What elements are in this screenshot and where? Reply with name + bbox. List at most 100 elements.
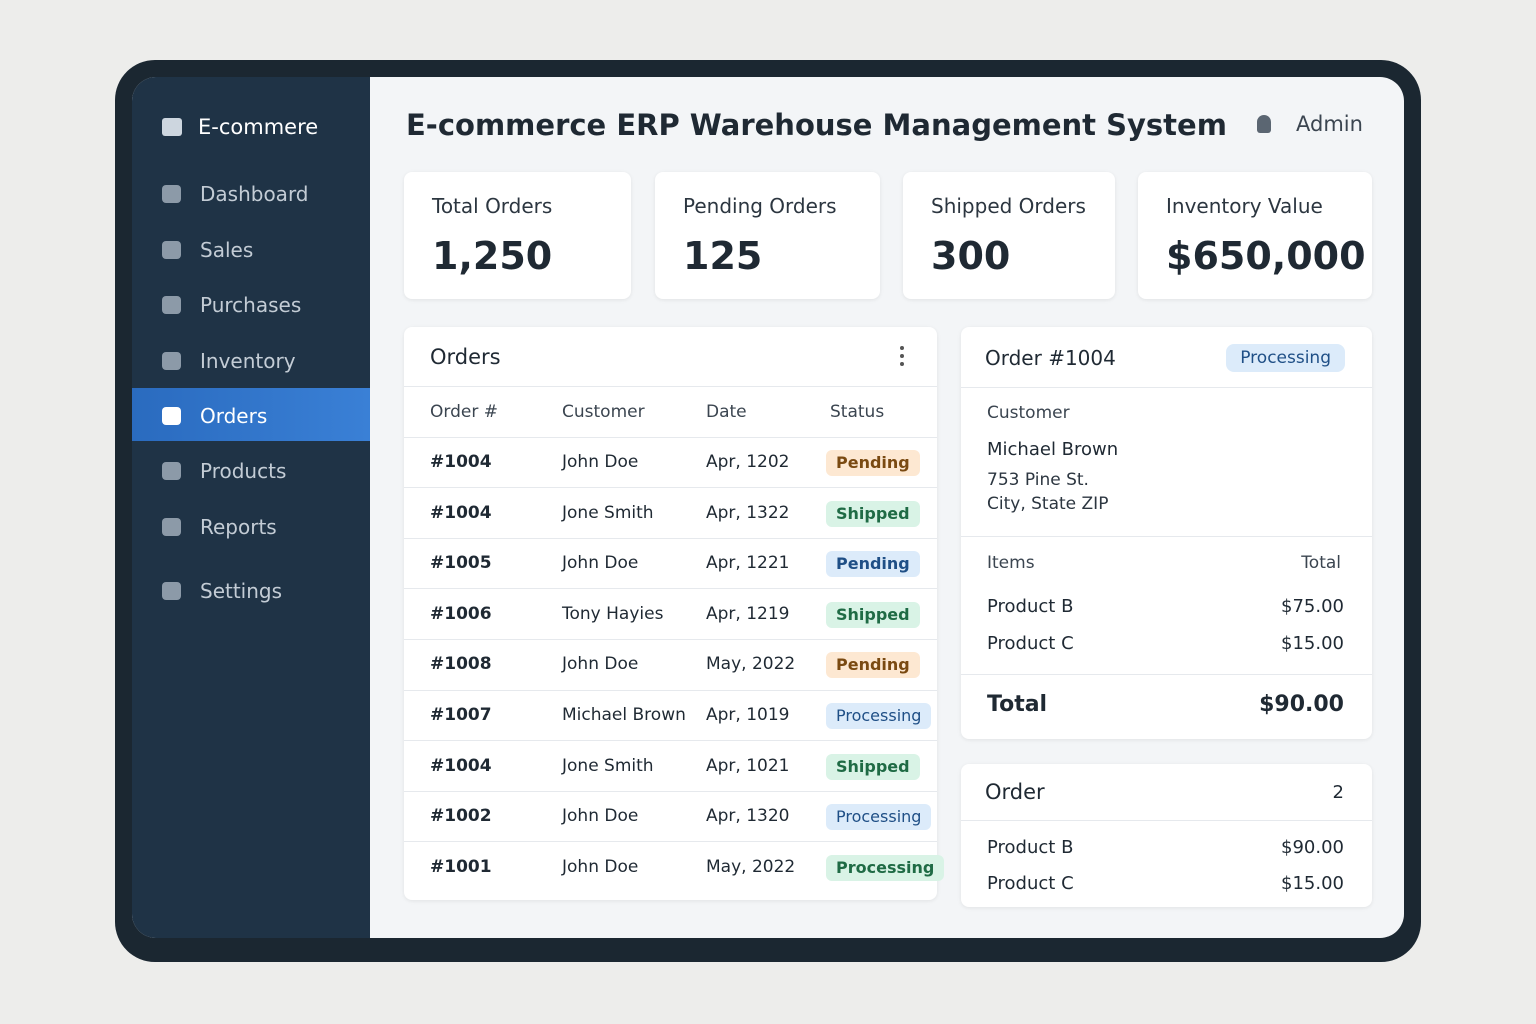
item-name: Product B xyxy=(987,595,1074,617)
order-id: #1004 xyxy=(430,755,492,776)
user-icon xyxy=(1257,115,1271,133)
nav-icon xyxy=(162,462,181,480)
status-badge: Processing xyxy=(826,804,932,831)
table-cell: Apr, 1202 xyxy=(706,452,790,472)
address-line: City, State ZIP xyxy=(987,494,1109,514)
label: Customer xyxy=(987,403,1070,423)
order-title: Order xyxy=(985,779,1045,804)
order-id: #1008 xyxy=(430,654,492,675)
table-cell: Apr, 1219 xyxy=(706,603,790,624)
stat-card xyxy=(655,172,880,299)
status-badge: Shipped xyxy=(826,601,920,628)
label: Total xyxy=(1301,553,1341,573)
table-cell: Jone Smith xyxy=(562,755,654,776)
table-cell: John Doe xyxy=(562,654,639,675)
orders-title: Orders xyxy=(430,344,501,369)
nav-icon xyxy=(162,296,181,314)
order-id: #1007 xyxy=(430,705,492,725)
total-label: Total xyxy=(987,691,1048,717)
dot xyxy=(900,346,904,350)
sidebar xyxy=(132,77,370,938)
table-cell: Michael Brown xyxy=(562,705,686,725)
brand-icon xyxy=(162,118,182,136)
table-cell: Tony Hayies xyxy=(562,603,664,624)
table-cell: Apr, 1221 xyxy=(706,553,790,574)
nav-icon xyxy=(162,352,181,370)
row-divider xyxy=(404,487,937,489)
status-badge: Processing xyxy=(826,703,932,729)
dot xyxy=(900,362,904,366)
nav-item[interactable]: Reports xyxy=(200,515,277,539)
nav-item[interactable]: Products xyxy=(200,459,287,483)
item-name: Product C xyxy=(987,872,1074,894)
item-price: $15.00 xyxy=(1281,632,1344,654)
order-detail-card xyxy=(961,327,1372,739)
stat-label: Inventory Value xyxy=(1166,194,1323,218)
customer-name: Michael Brown xyxy=(987,438,1119,460)
detail-title: Order #1004 xyxy=(985,346,1116,370)
row-divider xyxy=(404,537,937,539)
status-badge: Shipped xyxy=(826,500,920,527)
item-price: $15.00 xyxy=(1281,872,1344,894)
user-name[interactable]: Admin xyxy=(1296,111,1363,136)
status-badge: Pending xyxy=(826,652,920,679)
column-header: Customer xyxy=(562,402,645,422)
table-cell: Apr, 1322 xyxy=(706,502,790,523)
stat-value: 125 xyxy=(683,233,763,278)
row-divider xyxy=(404,689,937,691)
order-id: #1004 xyxy=(430,502,492,523)
total-value: $90.00 xyxy=(1259,691,1344,717)
nav-item[interactable]: Settings xyxy=(200,579,283,603)
divider xyxy=(961,674,1372,675)
nav-item[interactable]: Purchases xyxy=(200,293,302,317)
nav-item[interactable]: Orders xyxy=(200,404,268,428)
address-line: 753 Pine St. xyxy=(987,470,1089,490)
stat-label: Shipped Orders xyxy=(931,194,1086,218)
nav-icon xyxy=(162,185,181,203)
stat-card xyxy=(404,172,631,299)
nav-item[interactable]: Sales xyxy=(200,238,254,262)
row-divider xyxy=(404,790,937,792)
nav-item[interactable]: Inventory xyxy=(200,349,296,373)
nav-icon xyxy=(162,518,181,536)
divider xyxy=(404,386,937,387)
divider xyxy=(961,536,1372,537)
order-id: #1002 xyxy=(430,806,492,827)
status-badge: Processing xyxy=(826,854,945,881)
table-cell: May, 2022 xyxy=(706,654,796,675)
status-badge: Pending xyxy=(826,551,920,578)
item-price: $90.00 xyxy=(1281,836,1344,858)
column-header: Date xyxy=(706,402,747,422)
status-badge: Shipped xyxy=(826,753,920,780)
stat-value: 300 xyxy=(931,233,1011,278)
item-name: Product C xyxy=(987,632,1074,654)
nav-icon xyxy=(162,407,181,425)
item-price: $75.00 xyxy=(1281,595,1344,617)
table-cell: Jone Smith xyxy=(562,502,654,523)
table-cell: Apr, 1320 xyxy=(706,806,790,827)
order-id: #1006 xyxy=(430,603,492,624)
more-menu[interactable] xyxy=(895,346,909,368)
order-id: #1004 xyxy=(430,452,492,472)
stat-label: Pending Orders xyxy=(683,194,837,218)
nav-icon xyxy=(162,241,181,259)
row-divider xyxy=(404,588,937,590)
table-cell: May, 2022 xyxy=(706,856,796,877)
label: Items xyxy=(987,553,1035,573)
divider xyxy=(404,437,937,438)
status-badge: Pending xyxy=(826,450,920,476)
table-cell: Apr, 1021 xyxy=(706,755,790,776)
item-name: Product B xyxy=(987,836,1074,858)
row-divider xyxy=(404,740,937,742)
table-cell: John Doe xyxy=(562,856,639,877)
table-cell: John Doe xyxy=(562,553,639,574)
divider xyxy=(961,820,1372,821)
page-title: E-commerce ERP Warehouse Management Syst… xyxy=(406,107,1227,142)
nav-icon xyxy=(162,582,181,600)
table-cell: Apr, 1019 xyxy=(706,705,790,725)
order-id: #1005 xyxy=(430,553,492,574)
order-count: 2 xyxy=(1332,781,1344,803)
stat-value: 1,250 xyxy=(432,233,553,278)
nav-item[interactable]: Dashboard xyxy=(200,182,309,206)
